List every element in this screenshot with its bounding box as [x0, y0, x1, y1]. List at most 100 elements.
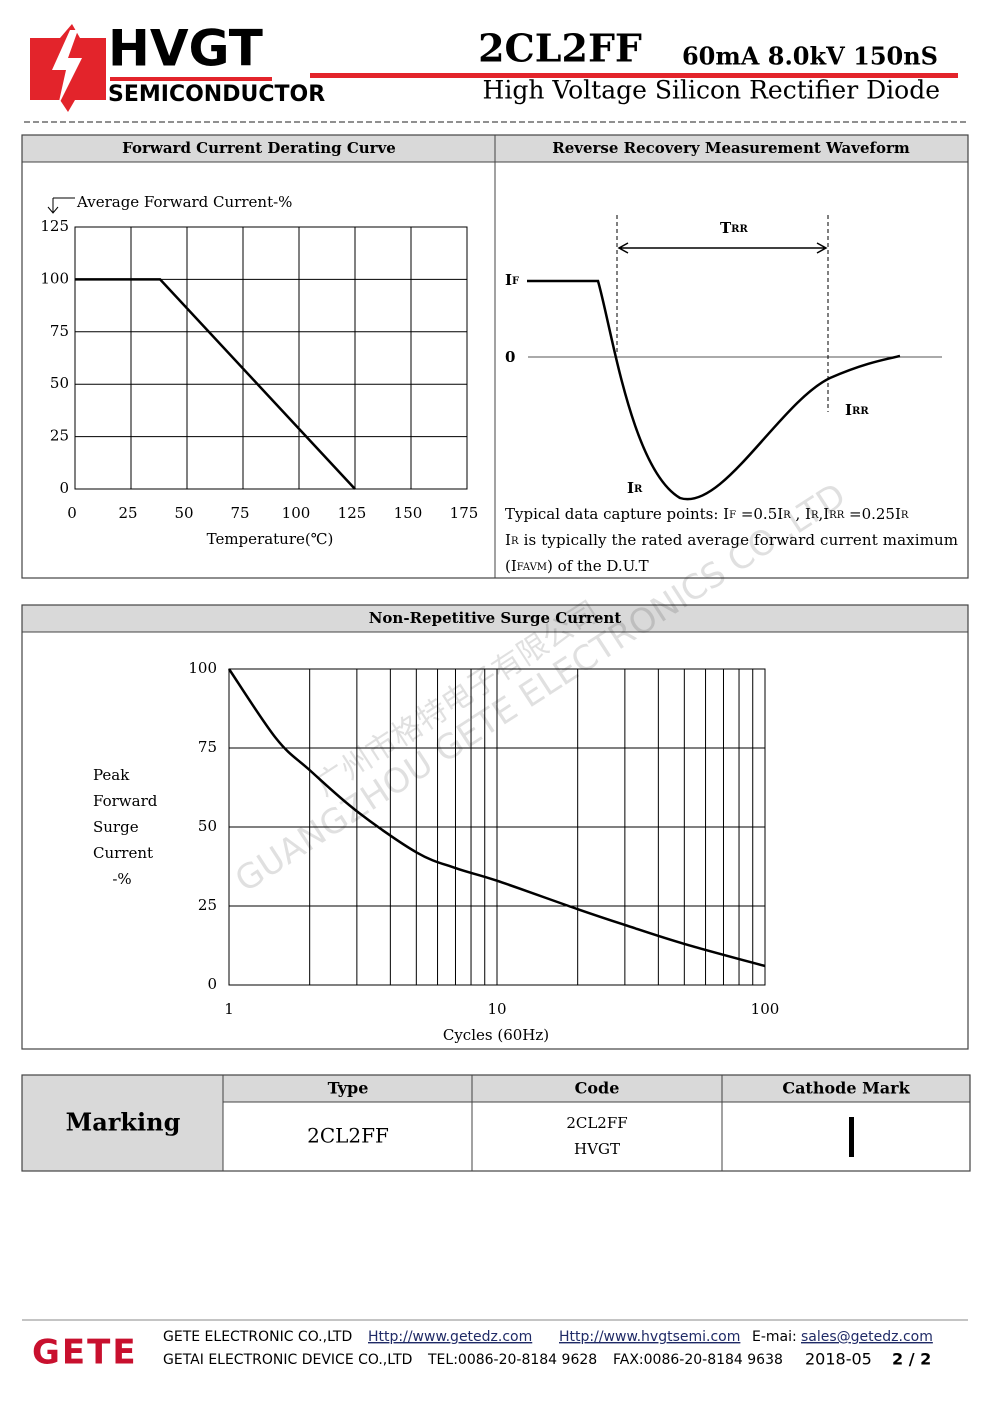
panel-frame [21, 604, 969, 1050]
y-axis-label: Surge [93, 818, 139, 836]
x-axis-label: Temperature(℃) [207, 530, 334, 548]
tel: TEL:0086-20-8184 9628 [427, 1352, 597, 1368]
y-tick-label: 0 [59, 479, 69, 497]
y-axis-label: -% [112, 870, 131, 888]
subscript: R [901, 510, 909, 521]
text-run: Typical data capture points: I [505, 505, 729, 523]
x-tick-label: 50 [174, 504, 193, 522]
page-number: 2 / 2 [892, 1350, 931, 1369]
text-run: I [505, 531, 511, 549]
ratings: 60mA 8.0kV 150nS [682, 42, 938, 71]
subscript: R [783, 510, 791, 521]
panel-title: Forward Current Derating Curve [122, 139, 396, 157]
email[interactable]: sales@getedz.com [801, 1329, 933, 1345]
column-header: Type [328, 1079, 369, 1098]
x-tick-label: 175 [450, 504, 479, 522]
brand-rule [110, 77, 272, 81]
text-run: I [845, 401, 852, 419]
marking-label-cell [22, 1075, 223, 1171]
y-tick-label: 25 [50, 427, 69, 445]
y-tick-label: 50 [50, 374, 69, 392]
text-run: T [720, 219, 732, 237]
column-header: Code [575, 1079, 620, 1098]
logo-bolt [52, 30, 82, 106]
x-tick-label: 150 [394, 504, 423, 522]
y-tick-label: 0 [207, 975, 217, 993]
x-tick-label: 100 [282, 504, 311, 522]
text-run: ,I [818, 505, 829, 523]
code-line: 2CL2FF [566, 1114, 627, 1132]
trr-arrow [617, 242, 828, 254]
column-header: Cathode Mark [782, 1079, 910, 1098]
subscript: FAVM [517, 562, 547, 573]
code-line: HVGT [574, 1140, 620, 1158]
date: 2018-05 [805, 1350, 872, 1369]
link[interactable]: Http://www.hvgtsemi.com [559, 1329, 740, 1345]
type-value: 2CL2FF [307, 1124, 389, 1148]
y-tick-label: 75 [198, 738, 217, 756]
x-tick-label: 100 [751, 1000, 780, 1018]
cathode-band [849, 1117, 854, 1157]
y-tick-label: 25 [198, 896, 217, 914]
footer-logo: GETE [32, 1333, 138, 1373]
table-frame [21, 1074, 971, 1172]
y-tick-label: 100 [40, 269, 69, 287]
x-tick-label: 125 [338, 504, 367, 522]
text-run: =0.25I [844, 505, 901, 523]
text-run: , I [791, 505, 811, 523]
y-tick-label: 50 [198, 817, 217, 835]
subscript: R [634, 484, 643, 495]
subscript: RR [852, 406, 869, 417]
part-number: 2CL2FF [478, 26, 642, 71]
x-axis-label: Cycles (60Hz) [443, 1026, 549, 1044]
y-axis-label: Peak [93, 766, 130, 784]
title-rule [310, 73, 958, 78]
link[interactable]: Http://www.getedz.com [368, 1329, 532, 1345]
x-tick-label: 10 [487, 1000, 506, 1018]
y-tick-label: 125 [40, 217, 69, 235]
subscript: R [811, 510, 819, 521]
subscript: R [511, 536, 519, 547]
plot-frame [74, 226, 468, 490]
recovery-waveform [527, 279, 901, 501]
annotation: IR [627, 479, 643, 497]
text-run: I [505, 271, 512, 289]
brand: HVGT [108, 20, 263, 78]
x-tick-label: 25 [118, 504, 137, 522]
panel-title: Non-Repetitive Surge Current [369, 609, 622, 627]
x-tick-label: 0 [67, 504, 77, 522]
annotation: IF [505, 271, 519, 289]
annotation: IR is typically the rated average forwar… [505, 531, 958, 549]
brand-sub: SEMICONDUCTOR [108, 82, 325, 107]
description: High Voltage Silicon Rectifier Diode [483, 76, 940, 105]
company: GETE ELECTRONIC CO.,LTD [163, 1329, 352, 1345]
y-tick-label: 75 [50, 322, 69, 340]
marking-title: Marking [66, 1108, 181, 1137]
company: GETAI ELECTRONIC DEVICE CO.,LTD [163, 1352, 412, 1368]
plot-frame [228, 668, 766, 986]
text-run: =0.5I [736, 505, 783, 523]
annotation: Typical data capture points: IF =0.5IR ,… [505, 505, 909, 523]
fax: FAX:0086-20-8184 9638 [613, 1352, 783, 1368]
text-run: (I [505, 557, 517, 575]
email-label: E-mai: [752, 1329, 797, 1345]
y-axis-label: Current [93, 844, 153, 862]
annotation: (IFAVM) of the D.U.T [505, 557, 649, 575]
zero-label: 0 [505, 348, 515, 366]
y-axis-label: Forward [93, 792, 158, 810]
table-header [223, 1075, 970, 1102]
subscript: RR [731, 224, 748, 235]
panel-title: Reverse Recovery Measurement Waveform [552, 139, 910, 157]
text-run: ) of the D.U.T [547, 557, 649, 575]
panel-header [22, 605, 968, 632]
x-tick-label: 1 [224, 1000, 234, 1018]
subscript: RR [829, 510, 845, 521]
annotation: TRR [720, 219, 748, 237]
x-tick-label: 75 [230, 504, 249, 522]
subscript: F [729, 510, 736, 521]
axis-arrow [47, 197, 75, 214]
annotation: IRR [845, 401, 869, 419]
text-run: is typically the rated average forward c… [519, 531, 958, 549]
y-axis-label: Average Forward Current-% [76, 193, 292, 211]
